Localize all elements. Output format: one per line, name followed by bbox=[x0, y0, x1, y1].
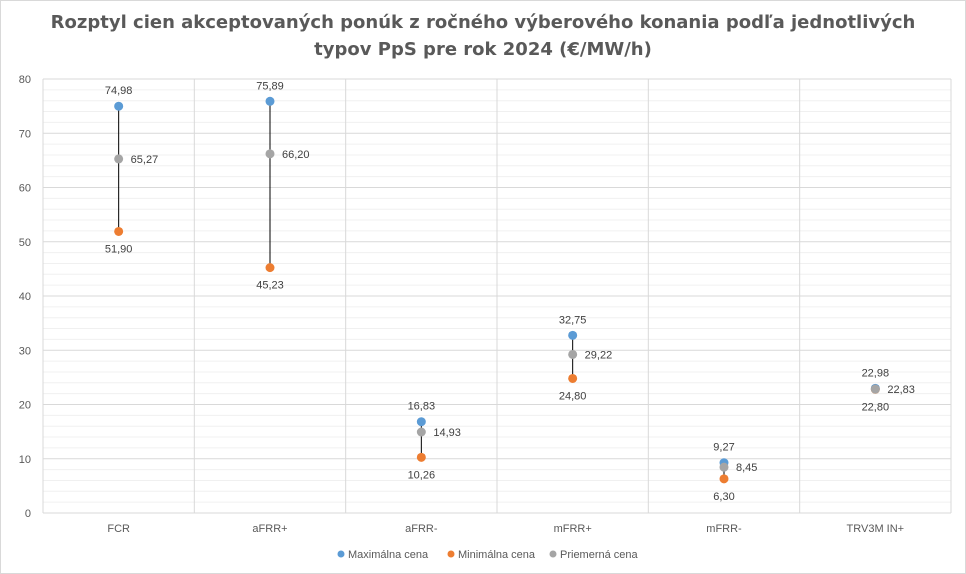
legend-label: Minimálna cena bbox=[458, 549, 536, 561]
marker-min bbox=[265, 263, 275, 273]
x-tick-label: aFRR- bbox=[405, 523, 438, 535]
marker-avg bbox=[265, 149, 275, 159]
data-label-max: 74,98 bbox=[105, 85, 133, 97]
legend-marker bbox=[447, 550, 455, 558]
y-tick-label: 10 bbox=[19, 454, 31, 466]
data-label-min: 10,26 bbox=[408, 469, 436, 481]
data-label-avg: 65,27 bbox=[131, 154, 159, 166]
marker-avg bbox=[416, 427, 426, 437]
x-tick-label: aFRR+ bbox=[252, 523, 287, 535]
y-tick-label: 20 bbox=[19, 400, 31, 412]
x-tick-label: mFRR- bbox=[706, 523, 742, 535]
data-label-avg: 29,22 bbox=[585, 349, 613, 361]
y-tick-label: 40 bbox=[19, 291, 31, 303]
data-label-avg: 22,83 bbox=[887, 384, 915, 396]
marker-min bbox=[114, 226, 124, 236]
marker-max bbox=[265, 96, 275, 106]
legend-label: Priemerná cena bbox=[560, 549, 639, 561]
x-tick-label: TRV3M IN+ bbox=[847, 523, 905, 535]
marker-max bbox=[416, 417, 426, 427]
data-label-max: 75,89 bbox=[256, 80, 284, 92]
data-label-max: 9,27 bbox=[713, 442, 734, 454]
x-tick-label: FCR bbox=[107, 523, 130, 535]
x-tick-label: mFRR+ bbox=[554, 523, 592, 535]
data-label-max: 22,98 bbox=[862, 367, 890, 379]
legend-marker bbox=[337, 550, 345, 558]
marker-min bbox=[416, 452, 426, 462]
marker-avg bbox=[114, 154, 124, 164]
marker-max bbox=[114, 101, 124, 111]
legend-marker bbox=[549, 550, 557, 558]
y-tick-label: 50 bbox=[19, 237, 31, 249]
data-label-min: 6,30 bbox=[713, 491, 734, 503]
data-label-avg: 66,20 bbox=[282, 149, 310, 161]
data-label-min: 45,23 bbox=[256, 280, 284, 292]
y-tick-label: 70 bbox=[19, 128, 31, 140]
data-label-min: 51,90 bbox=[105, 243, 133, 255]
data-label-min: 24,80 bbox=[559, 390, 587, 402]
marker-avg bbox=[870, 384, 880, 394]
marker-min bbox=[568, 373, 578, 383]
data-label-max: 32,75 bbox=[559, 314, 587, 326]
data-label-avg: 14,93 bbox=[433, 427, 461, 439]
chart-title: Rozptyl cien akceptovaných ponúk z ročné… bbox=[1, 9, 965, 63]
chart-title-line-1: Rozptyl cien akceptovaných ponúk z ročné… bbox=[50, 12, 916, 33]
data-label-max: 16,83 bbox=[408, 401, 436, 413]
y-tick-label: 80 bbox=[19, 74, 31, 86]
legend-label: Maximálna cena bbox=[348, 549, 429, 561]
marker-avg bbox=[719, 462, 729, 472]
y-tick-label: 60 bbox=[19, 183, 31, 195]
marker-min bbox=[719, 474, 729, 484]
marker-max bbox=[568, 330, 578, 340]
marker-avg bbox=[568, 349, 578, 359]
data-label-min: 22,80 bbox=[862, 401, 890, 413]
data-label-avg: 8,45 bbox=[736, 462, 757, 474]
y-tick-label: 30 bbox=[19, 345, 31, 357]
y-tick-label: 0 bbox=[25, 508, 31, 520]
chart-title-line-2: typov PpS pre rok 2024 (€/MW/h) bbox=[314, 39, 652, 60]
